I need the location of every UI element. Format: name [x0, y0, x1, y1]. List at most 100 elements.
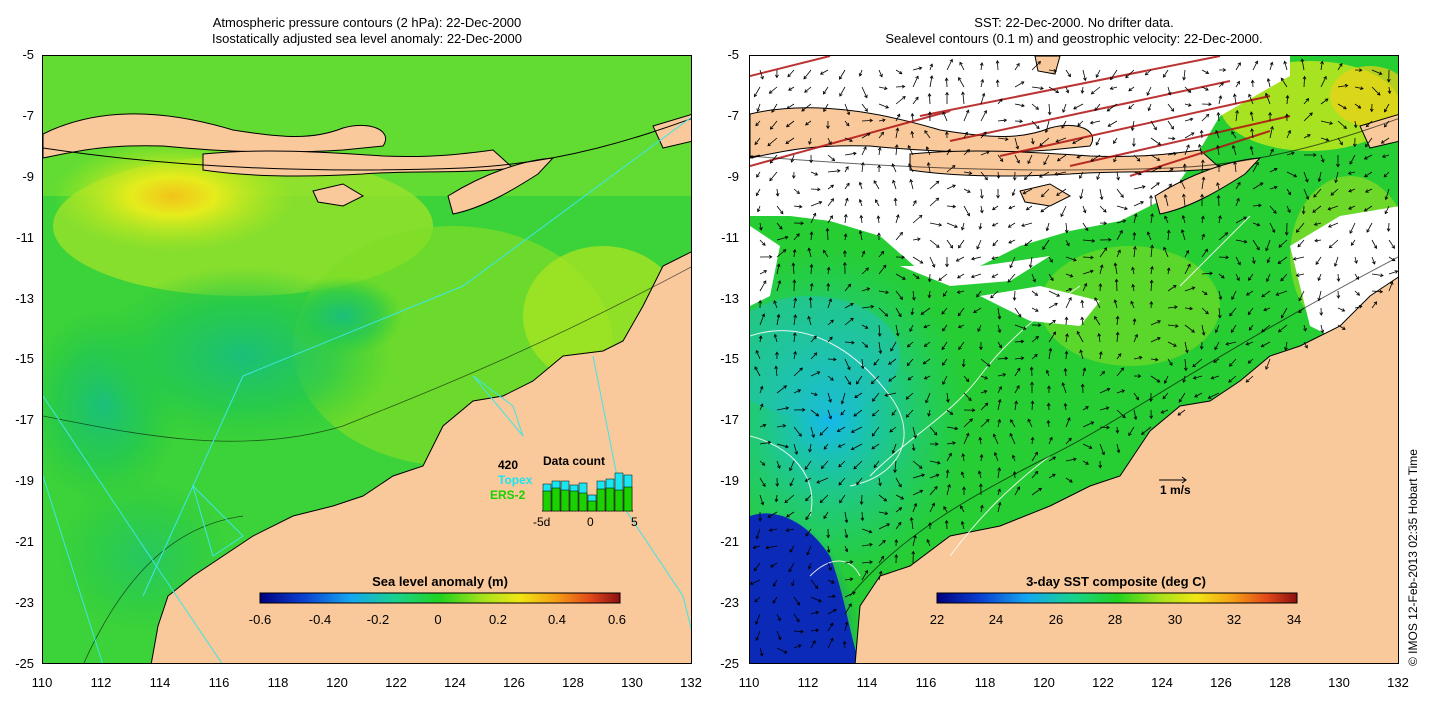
- velocity-arrowhead: [826, 534, 831, 539]
- velocity-arrowhead: [1207, 395, 1212, 399]
- velocity-arrow: [1337, 273, 1340, 282]
- velocity-arrowhead: [926, 162, 931, 166]
- velocity-arrowhead: [1386, 228, 1391, 232]
- velocity-arrow: [1014, 154, 1020, 164]
- velocity-arrow: [997, 502, 1001, 513]
- velocity-arrowhead: [1116, 449, 1121, 454]
- velocity-arrow: [1031, 437, 1034, 445]
- velocity-arrow: [1231, 290, 1237, 300]
- velocity-arrowhead: [840, 411, 845, 416]
- velocity-arrow: [1065, 317, 1068, 326]
- velocity-arrowhead: [905, 396, 910, 400]
- velocity-arrowhead: [927, 93, 932, 97]
- velocity-arrow: [1250, 146, 1254, 156]
- velocity-arrowhead: [772, 600, 777, 604]
- velocity-arrow: [1320, 324, 1324, 333]
- velocity-arrowhead: [860, 161, 865, 166]
- velocity-arrow: [1128, 103, 1135, 109]
- velocity-arrow: [859, 69, 863, 77]
- velocity-arrow: [929, 197, 939, 207]
- velocity-arrowhead: [870, 304, 875, 309]
- velocity-arrowhead: [983, 109, 987, 114]
- velocity-arrow: [1048, 86, 1059, 93]
- velocity-arrow: [861, 543, 873, 547]
- velocity-arrowhead: [958, 77, 962, 81]
- velocity-arrow: [750, 579, 761, 585]
- velocity-arrow: [773, 300, 778, 309]
- velocity-arrowhead: [777, 636, 782, 641]
- velocity-arrowhead: [1236, 80, 1240, 85]
- velocity-arrow: [1284, 61, 1288, 71]
- velocity-arrowhead: [1015, 145, 1020, 150]
- velocity-arrowhead: [1277, 260, 1282, 264]
- velocity-arrowhead: [1048, 347, 1053, 352]
- ers-bar: [569, 490, 579, 512]
- velocity-arrow: [980, 358, 990, 367]
- velocity-arrowhead: [1360, 86, 1364, 91]
- velocity-arrow: [942, 375, 948, 385]
- velocity-arrow: [871, 443, 880, 450]
- velocity-arrowhead: [1049, 259, 1053, 263]
- velocity-arrowhead: [1235, 109, 1239, 114]
- velocity-arrow: [1047, 420, 1050, 428]
- velocity-arrow: [827, 170, 840, 173]
- velocity-arrowhead: [800, 629, 804, 634]
- velocity-arrow: [1150, 213, 1153, 224]
- velocity-arrow: [1269, 205, 1277, 214]
- velocity-arrow: [1246, 341, 1254, 345]
- velocity-arrow: [1318, 273, 1322, 281]
- velocity-arrowhead: [992, 433, 997, 438]
- velocity-arrow: [861, 570, 868, 581]
- velocity-arrowhead: [1098, 464, 1103, 469]
- velocity-arrowhead: [767, 142, 772, 147]
- velocity-arrow: [853, 409, 863, 417]
- velocity-arrowhead: [1180, 229, 1185, 233]
- velocity-arrowhead: [1245, 341, 1250, 346]
- velocity-arrow: [873, 358, 880, 366]
- velocity-arrowhead: [1233, 161, 1237, 165]
- velocity-arrowhead: [758, 335, 763, 340]
- velocity-arrow: [1269, 168, 1278, 173]
- velocity-arrow: [1024, 171, 1033, 180]
- velocity-arrowhead: [1344, 83, 1349, 88]
- right-colorbar-title: 3-day SST composite (deg C): [1026, 574, 1206, 589]
- velocity-arrowhead: [1008, 205, 1013, 210]
- velocity-arrowhead: [983, 131, 987, 136]
- velocity-arrow: [963, 110, 969, 122]
- velocity-arrow: [1286, 130, 1291, 139]
- velocity-arrowhead: [1120, 194, 1124, 198]
- velocity-arrowhead: [846, 111, 851, 116]
- velocity-arrowhead: [782, 249, 787, 253]
- velocity-arrowhead: [956, 290, 961, 294]
- velocity-arrowhead: [816, 480, 821, 484]
- velocity-arrowhead: [1302, 75, 1307, 80]
- velocity-arrowhead: [779, 210, 784, 215]
- velocity-arrowhead: [1273, 167, 1278, 172]
- velocity-arrowhead: [1088, 445, 1093, 449]
- velocity-arrowhead: [979, 195, 984, 199]
- velocity-arrowhead: [1214, 346, 1218, 351]
- velocity-arrow: [806, 545, 812, 555]
- velocity-arrow: [884, 392, 897, 396]
- velocity-arrow: [910, 517, 914, 530]
- velocity-arrow: [1215, 130, 1220, 139]
- velocity-arrowhead: [1034, 470, 1039, 475]
- velocity-arrowhead: [826, 266, 831, 271]
- velocity-arrowhead: [1149, 279, 1154, 284]
- velocity-arrow: [1167, 103, 1174, 112]
- velocity-arrow: [827, 409, 832, 419]
- velocity-arrow: [980, 419, 990, 428]
- velocity-arrowhead: [979, 209, 984, 214]
- velocity-arrow: [1014, 486, 1020, 496]
- velocity-arrow: [1116, 220, 1126, 224]
- velocity-arrow: [1194, 392, 1203, 398]
- right-x-tick: 120: [1033, 675, 1055, 690]
- right-y-tick: -5: [727, 47, 739, 62]
- velocity-arrow: [1057, 154, 1067, 162]
- velocity-arrowhead: [1009, 432, 1013, 437]
- velocity-arrow: [804, 86, 812, 93]
- velocity-arrowhead: [853, 151, 857, 156]
- velocity-arrowhead: [878, 350, 883, 355]
- velocity-arrow: [759, 280, 767, 292]
- velocity-arrow: [827, 609, 837, 615]
